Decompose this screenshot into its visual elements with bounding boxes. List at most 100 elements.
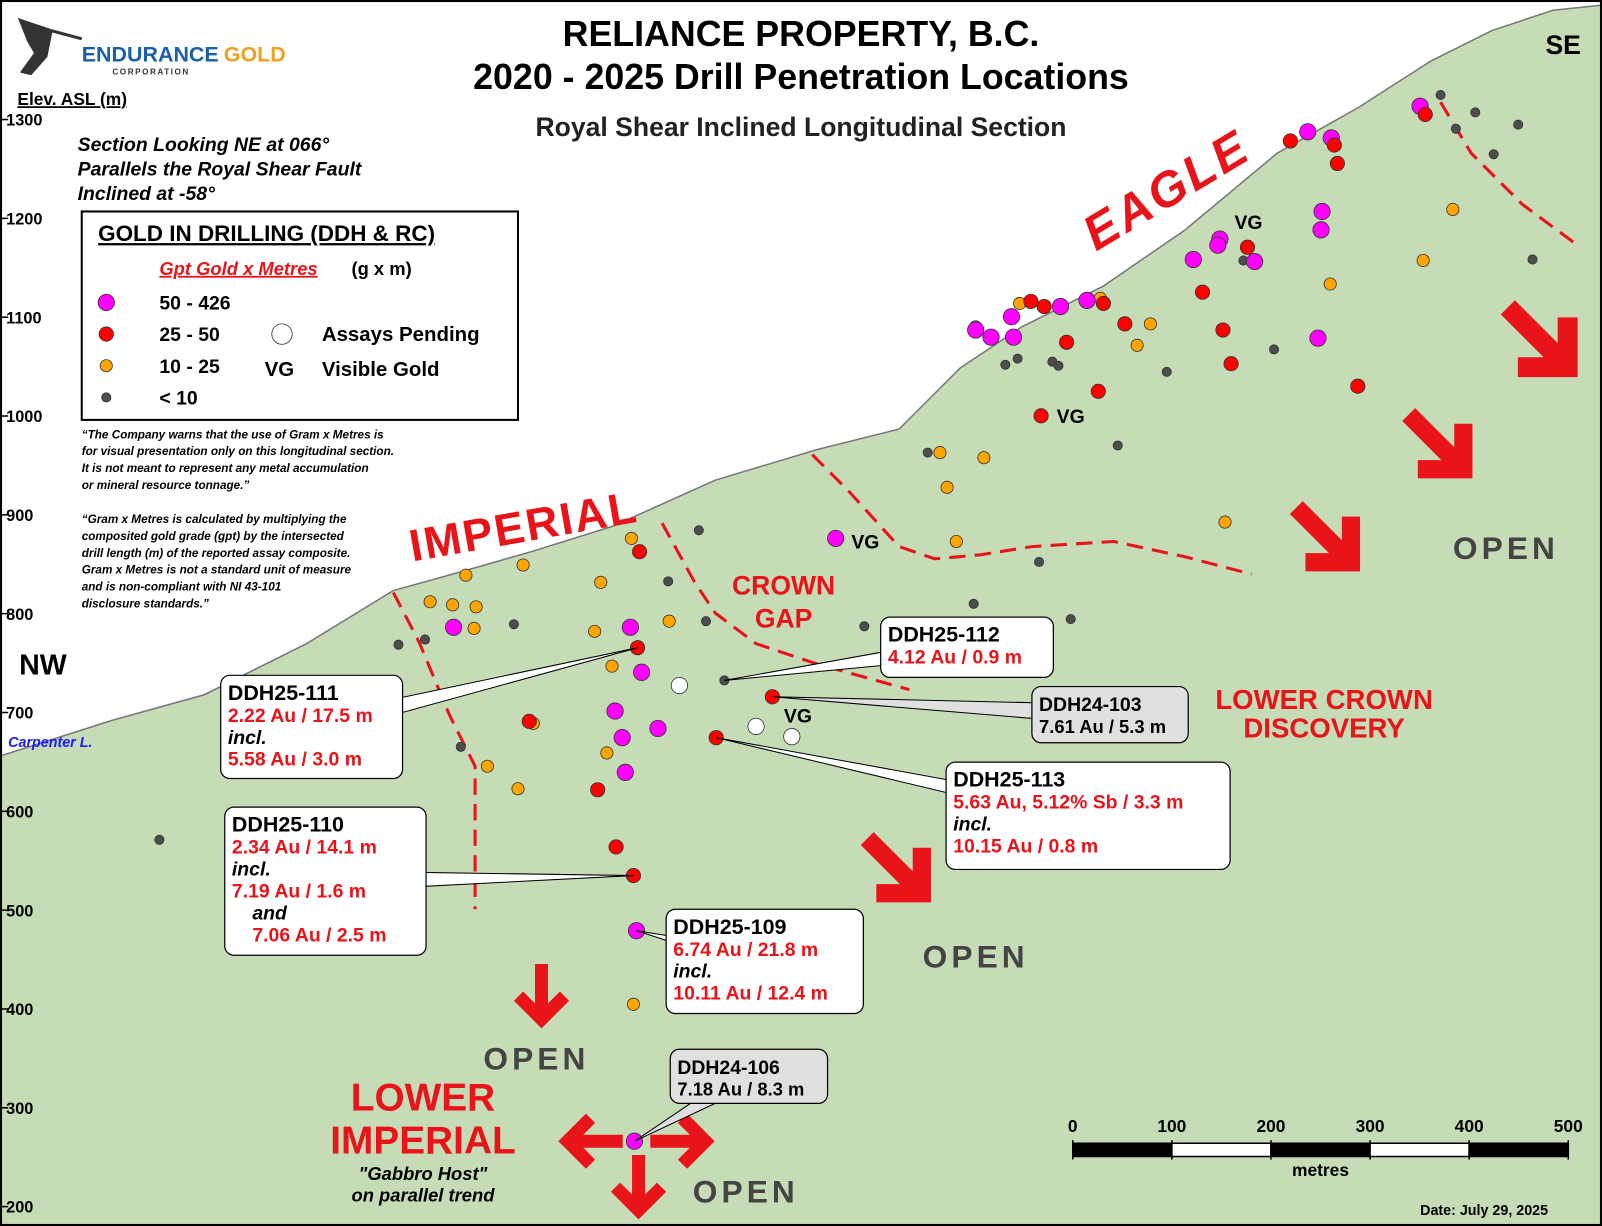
arrow-head — [558, 1113, 596, 1169]
callout-line: incl. — [673, 961, 712, 983]
drill-intercept — [621, 618, 639, 636]
open-arrow — [1500, 300, 1578, 378]
callout-box — [220, 674, 404, 780]
drill-intercept — [922, 447, 933, 458]
drill-intercept — [1065, 614, 1076, 625]
drill-intercept — [1117, 316, 1133, 332]
logo-figure — [17, 17, 83, 76]
callout-line: incl. — [953, 814, 992, 836]
drill-intercept — [1218, 515, 1232, 529]
orientation: SE — [1545, 30, 1580, 60]
drill-intercept — [608, 839, 624, 855]
drill-intercept — [508, 619, 519, 630]
callout-line: and — [252, 903, 288, 925]
drill-intercept — [940, 480, 954, 494]
drill-intercept — [1323, 277, 1337, 291]
lake-label: Carpenter L. — [8, 735, 92, 751]
drill-intercept — [1130, 338, 1144, 352]
drill-intercept — [1269, 344, 1280, 355]
callout-box — [945, 761, 1231, 871]
zone-label: LOWER — [351, 1077, 495, 1120]
callout-line: 7.19 Au / 1.6 m — [232, 881, 366, 903]
drill-intercept — [1184, 250, 1202, 269]
axis-tick-label: 1300 — [6, 112, 42, 130]
callout-line: incl. — [228, 727, 267, 749]
logo-name: ENDURANCE GOLD — [82, 42, 286, 66]
drill-intercept — [633, 663, 651, 681]
callout-line: 10.11 Au / 12.4 m — [673, 983, 828, 1005]
arrow-head — [876, 847, 931, 903]
axis-tick-label: 900 — [6, 507, 33, 525]
callout-box — [880, 616, 1054, 678]
callout-box — [669, 1048, 829, 1105]
drill-intercept — [445, 618, 463, 636]
vg-label: VG — [851, 532, 879, 554]
drill-intercept — [459, 568, 473, 582]
drill-intercept — [480, 759, 494, 773]
arrow-shaft — [860, 832, 926, 897]
axis-tick-label: 600 — [6, 803, 33, 821]
zone-label: CROWN — [732, 571, 835, 601]
callout-box — [224, 806, 427, 956]
zone-note: on parallel trend — [352, 1184, 496, 1205]
drill-intercept — [588, 624, 602, 638]
axis-tick-label: 200 — [6, 1199, 33, 1217]
drill-intercept — [649, 719, 667, 738]
drill-intercept — [662, 614, 676, 628]
drill-intercept — [1313, 202, 1331, 221]
drill-intercept — [1450, 123, 1461, 134]
drill-intercept — [1095, 295, 1111, 311]
callout-id: DDH24-103 — [1039, 694, 1142, 716]
fault — [391, 591, 477, 910]
drill-intercept — [393, 639, 404, 650]
callout-line: 7.06 Au / 2.5 m — [252, 924, 386, 946]
drill-intercept — [747, 717, 765, 735]
scale-tick-label: 300 — [1356, 1116, 1385, 1136]
drill-intercept — [1416, 253, 1430, 268]
drill-intercept — [1239, 239, 1256, 255]
disclaimer: disclosure standards.” — [82, 597, 209, 610]
zone-note: "Gabbro Host" — [359, 1163, 488, 1184]
drill-intercept — [1034, 556, 1045, 567]
drill-intercept — [968, 598, 979, 609]
section-note: Parallels the Royal Shear Fault — [78, 159, 363, 181]
legend-swatch — [271, 323, 293, 345]
disclaimer: “The Company warns that the use of Gram … — [82, 428, 384, 441]
arrow-shaft — [1402, 408, 1467, 473]
drill-intercept — [1215, 322, 1231, 338]
disclaimer: and is non-compliant with NI 43-101 — [82, 581, 282, 594]
open-label: OPEN — [693, 1174, 799, 1210]
drill-intercept — [469, 600, 483, 614]
subtitle: Royal Shear Inclined Longitudinal Sectio… — [535, 112, 1066, 142]
scale-segment — [1369, 1142, 1470, 1158]
logo-tagline: CORPORATION — [112, 68, 189, 77]
drill-intercept — [154, 834, 165, 845]
legend-label: Visible Gold — [322, 359, 440, 381]
axis-tick-label: 1200 — [6, 210, 42, 228]
disclaimer: It is not meant to represent any metal a… — [82, 462, 369, 475]
callout-box — [1031, 685, 1189, 744]
drill-intercept — [1417, 106, 1433, 122]
zone-label: IMPERIAL — [330, 1119, 515, 1162]
callout-line: 2.34 Au / 14.1 m — [232, 837, 377, 859]
drill-intercept — [624, 531, 638, 545]
open-arrow — [1289, 501, 1361, 572]
drill-intercept — [521, 713, 537, 729]
drill-intercept — [1143, 317, 1157, 331]
drill-intercept — [663, 576, 674, 587]
arrow-head — [1305, 516, 1361, 572]
drill-intercept — [600, 746, 614, 760]
legend-symbol: VG — [265, 359, 295, 381]
legend-label: 25 - 50 — [159, 324, 219, 346]
legend-unit: (g x m) — [351, 258, 411, 279]
drill-intercept — [590, 782, 606, 798]
callout-line: 5.63 Au, 5.12% Sb / 3.3 m — [953, 792, 1183, 814]
drill-intercept — [594, 575, 608, 589]
drill-intercept — [1435, 90, 1446, 101]
zone-label: LOWER CROWN — [1215, 684, 1433, 715]
legend-label: 50 - 426 — [159, 293, 230, 315]
drill-intercept — [1446, 202, 1460, 216]
callout-line: 7.18 Au / 8.3 m — [677, 1079, 804, 1100]
callout-box — [665, 908, 864, 1015]
